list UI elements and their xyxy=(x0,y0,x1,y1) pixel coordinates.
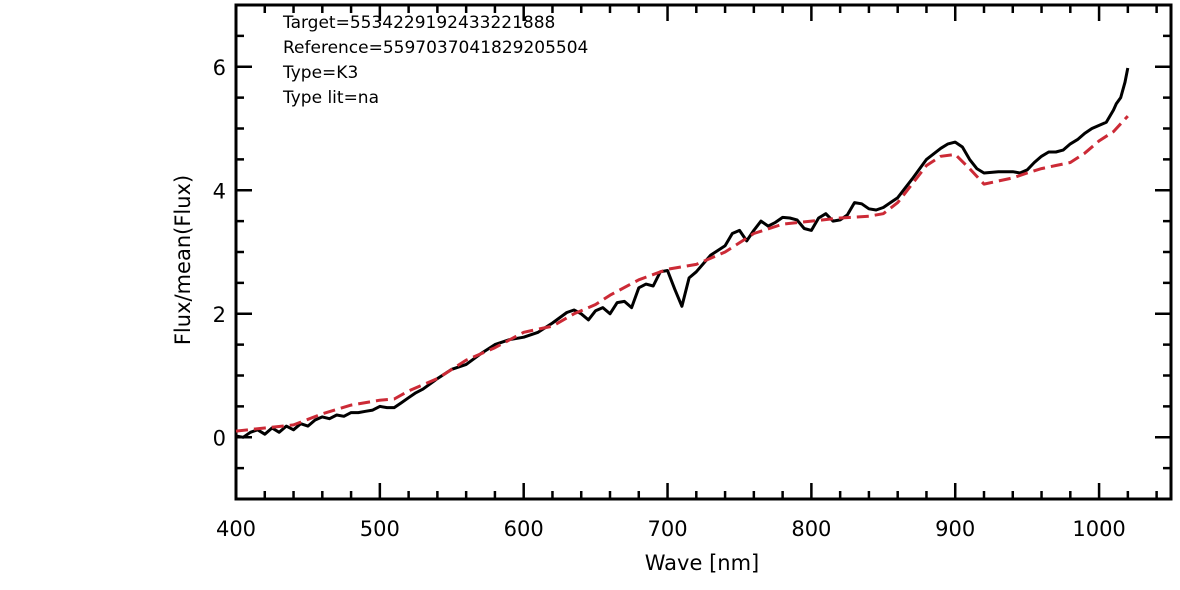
y-axis-label: Flux/mean(Flux) xyxy=(171,175,195,345)
x-tick-label: 500 xyxy=(360,517,400,541)
x-axis-label: Wave [nm] xyxy=(645,551,759,575)
annotation-block: Target=5534229192433221888 Reference=5597… xyxy=(282,13,588,108)
x-tick-label: 400 xyxy=(216,517,256,541)
y-tick-labels: 0 2 4 6 xyxy=(213,56,226,451)
y-tick-label: 6 xyxy=(213,56,226,80)
annotation-line: Reference=5597037041829205504 xyxy=(283,38,588,58)
x-tick-label: 700 xyxy=(647,517,687,541)
x-tick-label: 600 xyxy=(504,517,544,541)
y-tick-label: 0 xyxy=(213,426,226,450)
target-spectrum-line xyxy=(235,67,1130,439)
x-tick-label: 900 xyxy=(935,517,975,541)
plot-frame xyxy=(234,3,1173,501)
x-tick-label: 1000 xyxy=(1072,517,1125,541)
x-tick-label: 800 xyxy=(791,517,831,541)
reference-spectrum-line xyxy=(235,115,1129,433)
annotation-line: Type lit=na xyxy=(282,88,379,108)
annotation-line: Type=K3 xyxy=(282,63,358,83)
x-tick-labels: 400 500 600 700 800 900 1000 xyxy=(216,517,1126,541)
y-tick-label: 2 xyxy=(213,303,226,327)
annotation-line: Target=5534229192433221888 xyxy=(282,13,555,33)
y-tick-label: 4 xyxy=(213,179,226,203)
tick-marks xyxy=(234,3,1171,501)
series-layer xyxy=(235,67,1130,439)
plot-border xyxy=(234,3,1173,501)
